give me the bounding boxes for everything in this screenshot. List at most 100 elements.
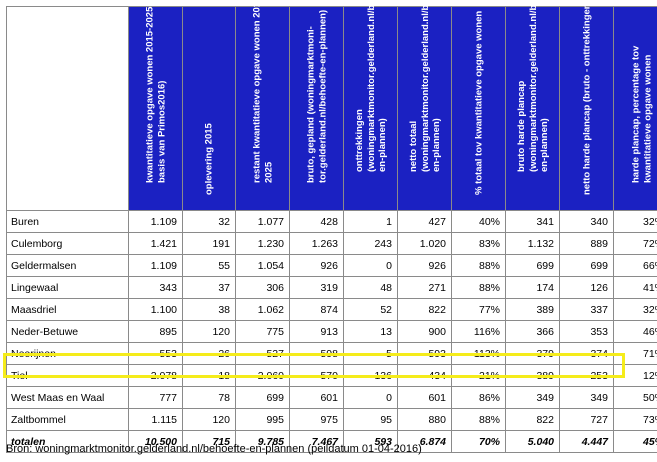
table-cell: 593 (397, 342, 452, 365)
table-cell: 319 (289, 276, 344, 299)
table-cell: 340 (559, 210, 614, 233)
table-cell: 349 (505, 386, 560, 409)
table-cell: 699 (505, 254, 560, 277)
table-cell: 78 (182, 386, 236, 409)
column-header: bruto harde plancap (woningmarktmonitor.… (505, 0, 560, 211)
table-cell: 913 (289, 320, 344, 343)
table-cell: 38 (182, 298, 236, 321)
table-row: Neder-Betuwe 895 120 775 913 13 900 116% 366 353 4… (6, 320, 657, 343)
table-cell: 306 (235, 276, 290, 299)
table-cell: 174 (505, 276, 560, 299)
table-cell: 975 (289, 408, 344, 431)
table-cell: 88% (451, 276, 506, 299)
table-cell: 570 (289, 364, 344, 387)
row-label: West Maas en Waal (6, 386, 129, 409)
table-cell: 427 (397, 210, 452, 233)
table-cell: 1.062 (235, 298, 290, 321)
column-header: harde plancap, percentage tov kwantitati… (613, 6, 657, 211)
table-cell: 66% (613, 254, 657, 277)
table-cell: 0 (343, 254, 398, 277)
table-cell: 86% (451, 386, 506, 409)
table-cell: 73% (613, 408, 657, 431)
table-cell: 880 (397, 408, 452, 431)
table-cell: 48 (343, 276, 398, 299)
column-header: netto harde plancap (bruto - onttrekking… (559, 0, 614, 211)
table-cell: 428 (289, 210, 344, 233)
table-cell: 120 (182, 320, 236, 343)
table-cell: 374 (559, 342, 614, 365)
table-cell: 271 (397, 276, 452, 299)
table-cell: 13 (343, 320, 398, 343)
housing-table: kwantitatieve opgave wonen 2015-2025 (op… (6, 0, 657, 453)
table-cell: 926 (289, 254, 344, 277)
header-corner (6, 6, 129, 211)
table-cell: 9.785 (235, 430, 290, 453)
table-cell: 353 (559, 320, 614, 343)
table-cell: 895 (128, 320, 183, 343)
table-cell: 1.020 (397, 232, 452, 255)
table-cell: 822 (397, 298, 452, 321)
row-label: Tiel (6, 364, 129, 387)
table-cell: 5 (343, 342, 398, 365)
table-cell: 601 (289, 386, 344, 409)
table-cell: 2.078 (128, 364, 183, 387)
table-cell: 83% (451, 232, 506, 255)
column-header: onttrekkingen (woningmarktmonitor.gelder… (343, 0, 398, 211)
table-cell: 1.230 (235, 232, 290, 255)
table-row: Geldermalsen 1.109 55 1.054 926 0 926 88% 699 699… (6, 254, 657, 277)
header-row: kwantitatieve opgave wonen 2015-2025 (op… (6, 0, 657, 211)
table-cell: 26 (182, 342, 236, 365)
table-cell: 77% (451, 298, 506, 321)
row-label: Neder-Betuwe (6, 320, 129, 343)
table-cell: 1.100 (128, 298, 183, 321)
column-header: bruto, gepland (woningmarktmoni-tor.geld… (289, 6, 344, 211)
row-label: Geldermalsen (6, 254, 129, 277)
table-cell: 434 (397, 364, 452, 387)
table-cell: 379 (505, 342, 560, 365)
table-cell: 32% (613, 210, 657, 233)
table-cell: 1.263 (289, 232, 344, 255)
table-cell: 32 (182, 210, 236, 233)
table-cell: 37 (182, 276, 236, 299)
table-cell: 126 (559, 276, 614, 299)
table-cell: 553 (128, 342, 183, 365)
table-cell: 389 (505, 298, 560, 321)
table-cell: 349 (559, 386, 614, 409)
table-cell: 343 (128, 276, 183, 299)
table-cell: 71% (613, 342, 657, 365)
table-cell: 1.054 (235, 254, 290, 277)
table-row: Zaltbommel 1.115 120 995 975 95 880 88% 822 727 73… (6, 408, 657, 431)
column-header: oplevering 2015 (182, 6, 236, 211)
table-cell: 41% (613, 276, 657, 299)
table-cell: 32% (613, 298, 657, 321)
column-header: kwantitatieve opgave wonen 2015-2025 (op… (128, 0, 183, 211)
table-cell: 593 (343, 430, 398, 453)
row-label: Buren (6, 210, 129, 233)
table-cell: 5.040 (505, 430, 560, 453)
table-cell: 777 (128, 386, 183, 409)
table-cell: 341 (505, 210, 560, 233)
table-cell: 822 (505, 408, 560, 431)
table-cell: 2.060 (235, 364, 290, 387)
source-note: Bron: woningmarktmonitor.gelderland.nl/b… (6, 443, 422, 455)
table-cell: 46% (613, 320, 657, 343)
table-cell: 6.874 (397, 430, 452, 453)
row-label: Culemborg (6, 232, 129, 255)
table-cell: 253 (559, 364, 614, 387)
table-cell: 243 (343, 232, 398, 255)
table-cell: 120 (182, 408, 236, 431)
table-cell: 45% (613, 430, 657, 453)
table-cell: 1.077 (235, 210, 290, 233)
table-cell: 926 (397, 254, 452, 277)
table-cell: 337 (559, 298, 614, 321)
table-row: West Maas en Waal 777 78 699 601 0 601 86% 349 34… (6, 386, 657, 409)
table-cell: 50% (613, 386, 657, 409)
table-cell: 191 (182, 232, 236, 255)
table-cell: 7.467 (289, 430, 344, 453)
table-cell: 52 (343, 298, 398, 321)
column-header: netto totaal (woningmarktmonitor.gelderl… (397, 0, 452, 211)
table-cell: 366 (505, 320, 560, 343)
table-cell: 55 (182, 254, 236, 277)
